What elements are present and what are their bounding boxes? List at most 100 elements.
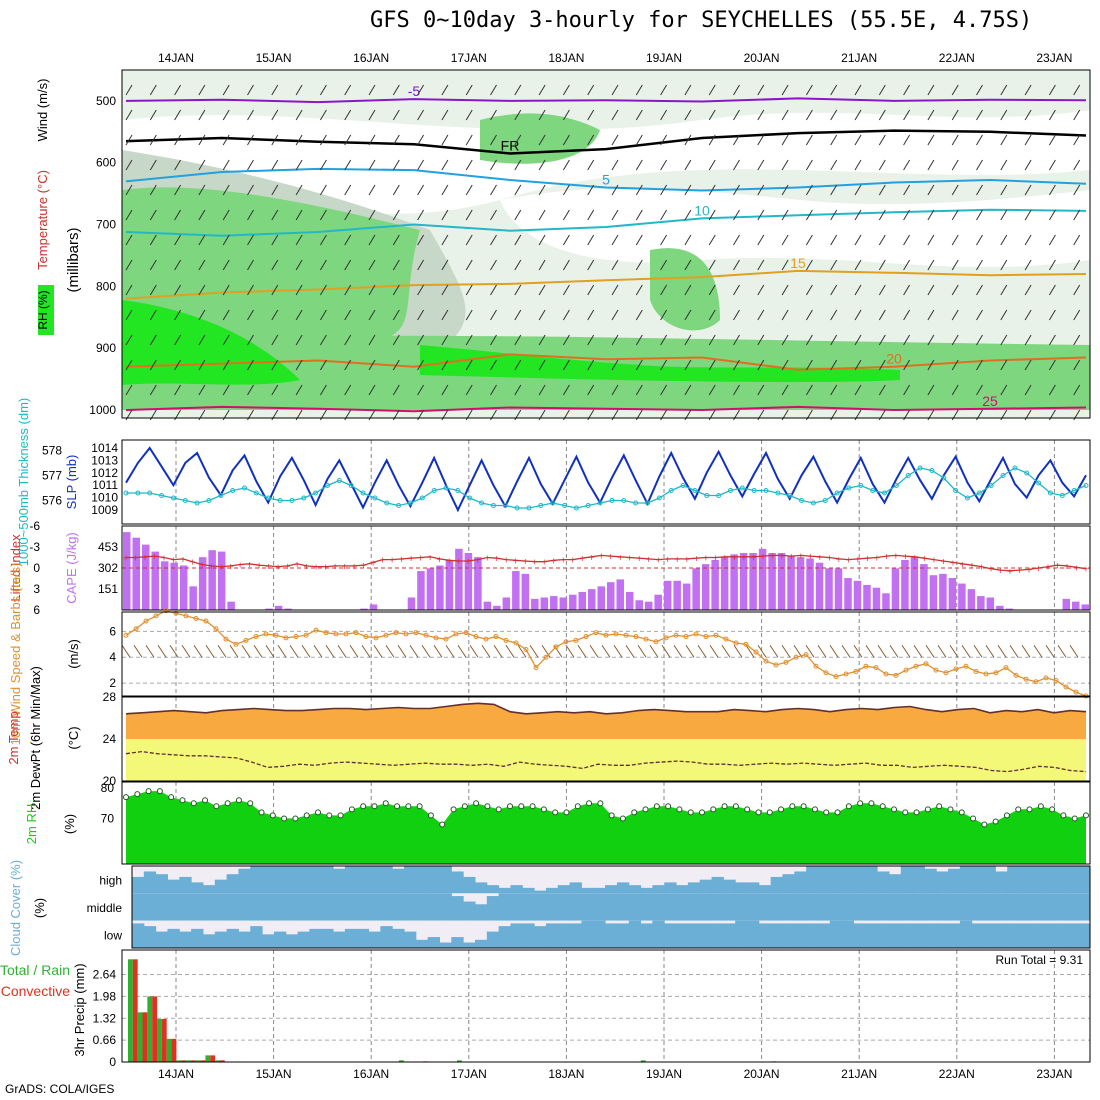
wind-speed-point (253, 634, 259, 640)
thickness-point (716, 493, 722, 498)
li-point: + (607, 552, 614, 561)
wind-barb (198, 134, 206, 146)
wind-barb (222, 134, 230, 146)
wind-barb (805, 84, 813, 96)
wind-speed-point (443, 636, 449, 642)
wind-barb (611, 109, 619, 121)
cloud-bar (1078, 866, 1091, 894)
wind-barb (660, 134, 668, 146)
wind-barb (1000, 284, 1008, 296)
wind-barb (174, 334, 182, 346)
wind-speed-point (343, 631, 349, 637)
upper-wind-barbs (125, 84, 1081, 421)
wind-speed-point (493, 634, 499, 640)
li-point: + (1083, 565, 1090, 574)
cloud-bar (427, 893, 441, 921)
li-point: + (1073, 563, 1080, 572)
li-point: + (351, 562, 358, 571)
li-point: + (1035, 564, 1042, 573)
cloud-bar (794, 923, 807, 948)
cloud-bar (652, 920, 665, 948)
cloud-bar (1054, 893, 1067, 921)
rh2m-point (281, 815, 288, 822)
thickness-point (893, 483, 899, 488)
cloud-bar (877, 893, 890, 921)
cape-bar (512, 571, 520, 610)
wind-barb (174, 259, 182, 271)
li-point: + (797, 551, 804, 560)
cloud-bar (687, 923, 701, 948)
wind-barb (198, 359, 206, 371)
wind-barb (562, 284, 570, 296)
pressure-tick: 1000 (89, 403, 116, 417)
wind-barb (271, 209, 279, 221)
wind-barb (368, 84, 376, 96)
precip-legend-total: Total / Rain (0, 962, 70, 978)
cape-bar (274, 605, 283, 610)
wind-barb (198, 234, 206, 246)
li-tick: -3 (29, 540, 40, 554)
wind-barb (538, 309, 546, 321)
wind-barb (441, 359, 449, 371)
cloud-bar (924, 923, 937, 948)
li-point: + (313, 563, 320, 572)
isotherm-line (125, 208, 1087, 237)
cloud-bar (1019, 923, 1032, 948)
thickness-point (668, 488, 674, 493)
wind-barb (295, 109, 303, 121)
wind-barb (673, 644, 683, 658)
li-point: + (208, 562, 215, 571)
cape-bar (682, 583, 691, 610)
precip-total-bar (398, 1060, 404, 1062)
thickness-point (1012, 465, 1018, 471)
pressure-axis-label: (millibars) (65, 228, 82, 293)
wind-barb (830, 159, 838, 171)
cape-bar (891, 568, 900, 610)
thickness-point (846, 485, 852, 491)
cape-bar (607, 582, 615, 610)
li-point: + (417, 554, 424, 563)
rh-region-dry (500, 188, 1090, 268)
precip-total-bar (147, 996, 153, 1062)
wind-barb (174, 284, 182, 296)
wind-barb (757, 644, 767, 658)
wind-barb (635, 159, 643, 171)
wind-barb (465, 384, 473, 396)
wind-barb (830, 309, 838, 321)
date-label-top: 22JAN (939, 51, 975, 65)
thickness-point (526, 505, 532, 511)
li-point: + (1016, 566, 1023, 575)
li-point: + (379, 556, 386, 565)
wind-barb (577, 644, 587, 658)
cape-bar (483, 601, 492, 610)
slp-tick: 1013 (91, 453, 118, 467)
wind-speed-point (953, 666, 959, 672)
wind-barb (976, 209, 983, 221)
cloud-bar (534, 893, 547, 921)
wind-barb (1000, 109, 1008, 121)
temp-title: 2m Temp (6, 711, 21, 764)
wind-barb (417, 159, 425, 171)
li-point: + (636, 554, 643, 563)
thickness-point (870, 488, 876, 493)
wind-barb (481, 644, 491, 658)
li-point: + (398, 555, 405, 564)
wind-barb (149, 84, 157, 96)
rh2m-point (665, 803, 672, 810)
thickness-point (265, 495, 271, 501)
isotherm-label: -5 (408, 83, 421, 99)
cape-bar (663, 580, 672, 610)
cloud-bar (711, 923, 724, 948)
isotherm-label: FR (501, 137, 520, 153)
cloud-bar (995, 893, 1008, 921)
wind-speed-point (463, 630, 469, 636)
pressure-tick: 800 (96, 279, 116, 293)
wind-barb (368, 134, 376, 146)
cloud-bar (1066, 923, 1079, 948)
wind-barb (660, 209, 668, 221)
cloud-bar (392, 868, 405, 894)
wind-barb (368, 184, 376, 196)
wind-barb (927, 284, 935, 296)
cloud-bar (510, 893, 523, 921)
cloud-bar (948, 923, 961, 948)
